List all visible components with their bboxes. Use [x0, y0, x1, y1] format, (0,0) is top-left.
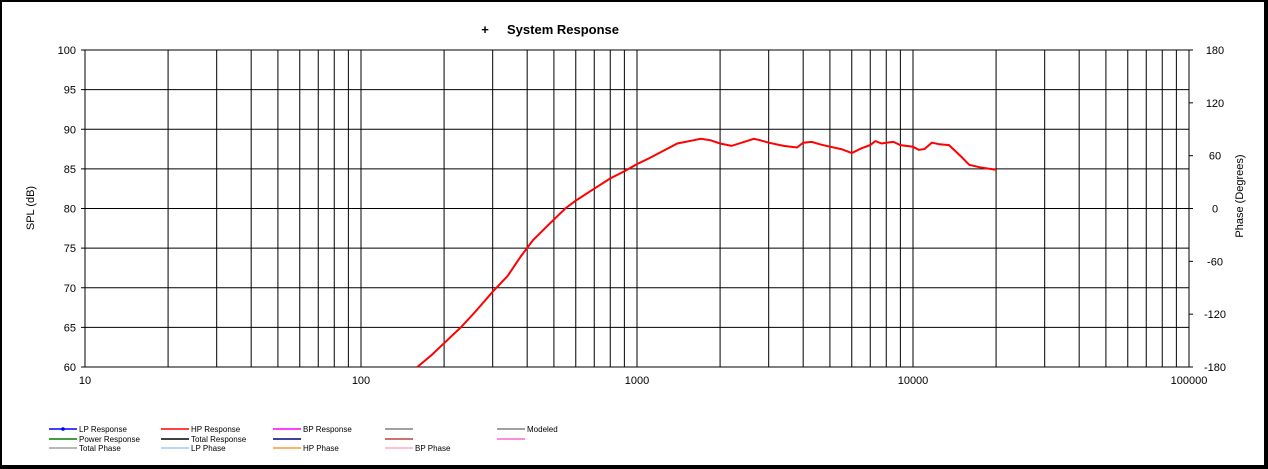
y-tick-label: 80 [64, 204, 76, 216]
y2-tick-label: -180 [1204, 362, 1226, 374]
legend-label: BP Phase [415, 444, 451, 453]
x-tick-label: 10 [79, 375, 91, 387]
legend-label: LP Phase [191, 444, 226, 453]
legend-item: LP Phase [161, 444, 226, 453]
y-axis-label: SPL (dB) [25, 186, 37, 230]
y-tick-label: 85 [64, 164, 76, 176]
series-group [416, 137, 997, 368]
legend-item: HP Response [161, 425, 241, 434]
grid [84, 49, 1190, 368]
legend-item: Total Response [161, 435, 247, 444]
y-tick-label: 60 [64, 362, 76, 374]
x-tick-label: 10000 [898, 375, 929, 387]
y-tick-label: 90 [64, 124, 76, 136]
y2-tick-label: 180 [1206, 45, 1224, 57]
legend: LP Response HP Response BP Response Modeled… [49, 425, 558, 453]
chart-title-marker: + [481, 22, 489, 37]
tick-labels: 60 65 70 75 80 85 90 95 100 -180 -120 -60 0 60 120 180 1… [58, 45, 1226, 387]
y2-tick-label: -120 [1204, 309, 1226, 321]
legend-item: Modeled [497, 425, 558, 434]
y2-tick-label: 0 [1212, 204, 1218, 216]
x-tick-label: 100000 [1171, 375, 1208, 387]
x-tick-label: 1000 [625, 375, 649, 387]
legend-label: Total Response [191, 435, 247, 444]
series-line-hp-response [416, 137, 997, 368]
legend-label: Power Response [79, 435, 140, 444]
legend-item: Power Response [49, 435, 140, 444]
legend-marker [61, 427, 65, 431]
chart-title: System Response [507, 22, 619, 37]
legend-item: Total Phase [49, 444, 121, 453]
x-tick-label: 100 [352, 375, 370, 387]
legend-item: HP Phase [273, 444, 339, 453]
legend-label: HP Response [191, 425, 241, 434]
y-tick-label: 65 [64, 322, 76, 334]
legend-label: BP Response [303, 425, 352, 434]
y-tick-label: 75 [64, 243, 76, 255]
legend-label: Modeled [527, 425, 558, 434]
y-tick-label: 70 [64, 283, 76, 295]
y-tick-label: 95 [64, 85, 76, 97]
legend-item: BP Phase [385, 444, 451, 453]
y2-tick-label: 60 [1209, 151, 1221, 163]
legend-item: LP Response [49, 425, 127, 434]
legend-item: BP Response [273, 425, 352, 434]
y2-tick-label: 120 [1206, 98, 1224, 110]
legend-label: Total Phase [79, 444, 121, 453]
y2-tick-label: -60 [1207, 256, 1223, 268]
legend-label: LP Response [79, 425, 127, 434]
legend-label: HP Phase [303, 444, 339, 453]
y-tick-label: 100 [58, 45, 76, 57]
y2-axis-label: Phase (Degrees) [1234, 154, 1246, 237]
